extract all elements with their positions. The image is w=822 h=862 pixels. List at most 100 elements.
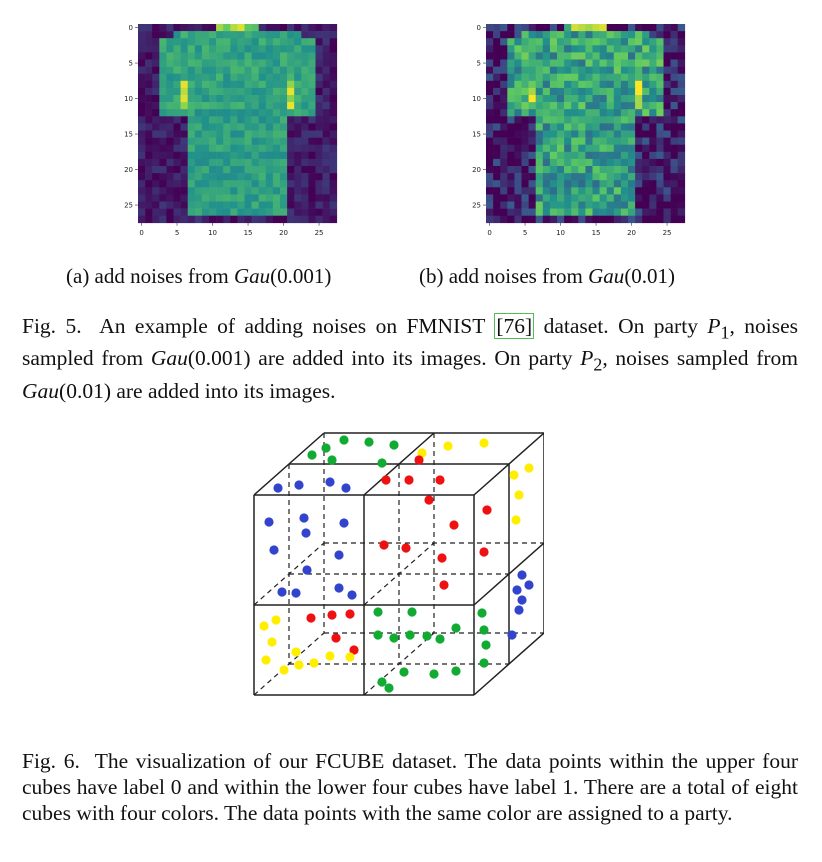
heatmap-pixel [549,45,558,53]
heatmap-pixel [528,102,536,110]
blue-data-point [294,480,304,490]
heatmap-pixel [308,87,316,96]
heatmap-pixel [201,201,210,209]
heatmap-pixel [301,201,309,209]
heatmap-pixel [599,73,607,82]
gau-2: Gau [22,378,60,403]
green-data-point [364,437,374,447]
heatmap-pixel [663,109,671,117]
heatmap-pixel [564,144,572,153]
heatmap-pixel [606,109,615,117]
heatmap-pixel [201,45,210,53]
heatmap-pixel [613,38,622,46]
heatmap-pixel [251,80,259,89]
heatmap-pixel [145,73,153,82]
red-data-point [414,455,424,465]
heatmap-pixel [301,87,309,96]
heatmap-pixel [308,38,316,46]
heatmap-pixel [613,173,622,181]
heatmap-pixel [194,123,203,131]
heatmap-pixel [272,109,281,117]
heatmap-pixel [613,144,622,153]
heatmap-pixel [557,52,565,60]
heatmap-pixel [592,151,600,160]
heatmap-pixel [180,95,188,103]
heatmap-pixel [287,102,295,110]
heatmap-pixel [294,24,302,32]
heatmap-pixel [173,116,181,124]
heatmap-pixel [294,73,302,82]
heatmap-pixel [322,208,330,216]
heatmap-pixel [514,180,522,188]
heatmap-pixel [173,31,181,39]
heatmap-pixel [301,59,309,67]
heatmap-pixel [251,102,259,110]
heatmap-pixel [514,158,522,167]
heatmap-pixel [628,80,636,89]
heatmap-pixel [251,130,259,138]
heatmap-pixel [251,215,259,224]
heatmap-pixel [514,73,522,82]
heatmap-pixel [613,130,622,138]
y-tick-label: 0 [477,24,481,32]
heatmap-pixel [308,158,316,167]
heatmap-pixel [280,166,288,174]
figure6-caption: Fig. 6. The visualization of our FCUBE d… [22,748,798,826]
heatmap-pixel [656,73,664,82]
heatmap-pixel [486,73,494,82]
heatmap-pixel [180,102,188,110]
heatmap-pixel [486,123,494,131]
heatmap-pixel [493,109,501,117]
heatmap-pixel [272,116,281,124]
heatmap-pixel [535,87,544,96]
heatmap-pixel [620,109,629,117]
heatmap-pixel [280,31,288,39]
heatmap-pixel [251,31,259,39]
heatmap-pixel [251,109,259,117]
heatmap-pixel [173,137,181,145]
heatmap-pixel [287,123,295,131]
heatmap-pixel [649,80,657,89]
heatmap-pixel [322,66,330,74]
heatmap-pixel [201,66,210,74]
heatmap-pixel [209,194,217,202]
heatmap-pixel [571,173,579,181]
heatmap-pixel [209,187,217,195]
heatmap-pixel [677,187,686,195]
yellow-data-point [291,647,301,657]
heatmap-pixel [308,116,316,124]
heatmap-pixel [322,194,330,202]
heatmap-pixel [642,80,650,89]
heatmap-pixel [265,158,274,167]
heatmap-pixel [564,73,572,82]
heatmap-pixel [521,87,529,96]
heatmap-pixel [272,173,281,181]
heatmap-pixel [677,66,686,74]
heatmap-pixel [280,144,288,153]
heatmap-pixel [542,38,551,46]
heatmap-pixel [187,151,196,160]
citation-link[interactable]: [76] [494,313,535,339]
heatmap-pixel [578,87,586,96]
subcaption-b-math: Gau [588,264,625,288]
heatmap-pixel [585,201,593,209]
heatmap-pixel [152,130,160,138]
green-data-point [479,658,489,668]
heatmap-pixel [329,137,338,145]
red-data-point [424,495,434,505]
heatmap-pixel [294,201,302,209]
heatmap-pixel [620,166,629,174]
heatmap-pixel [315,123,323,131]
heatmap-pixel [308,194,316,202]
blue-data-point [512,585,522,595]
heatmap-pixel [173,123,181,131]
heatmap-pixel [592,201,600,209]
heatmap-pixel [620,59,629,67]
heatmap-pixel [670,208,678,216]
heatmap-pixel [159,102,167,110]
heatmap-pixel [592,194,600,202]
heatmap-pixel [521,144,529,153]
heatmap-pixel [564,31,572,39]
heatmap-pixel [180,116,188,124]
